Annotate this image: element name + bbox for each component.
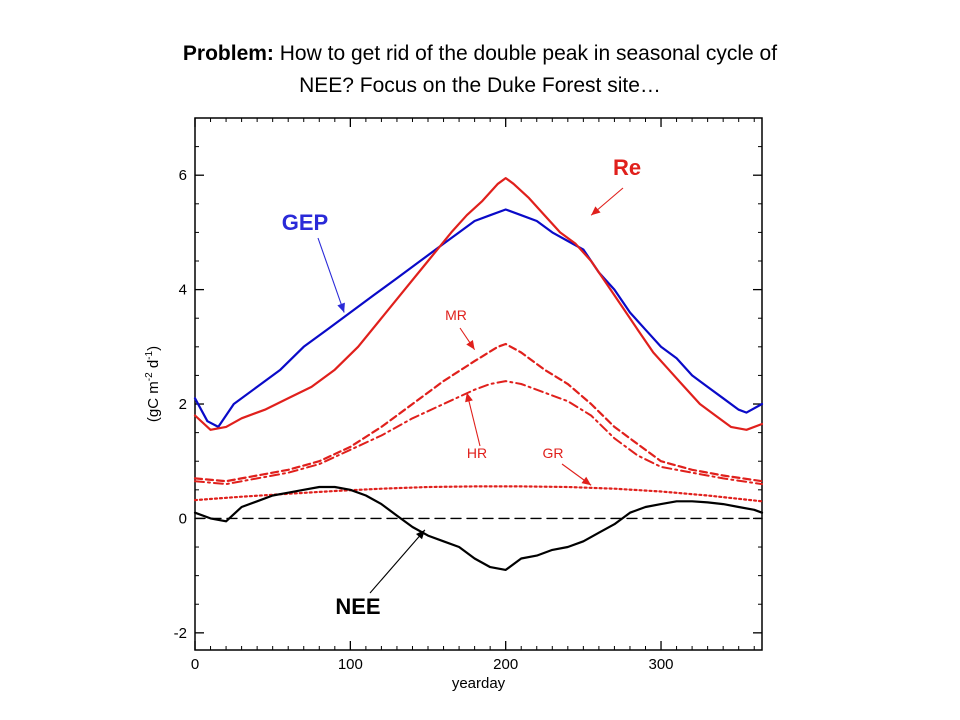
y-axis-label-part: d: [145, 360, 162, 373]
x-axis-label: yearday: [452, 675, 506, 692]
annotation-arrowhead-gep: [337, 302, 345, 313]
annotation-arrowhead-hr: [465, 392, 473, 403]
annotation-label-re: Re: [613, 155, 641, 180]
slide-title: Problem: How to get rid of the double pe…: [0, 38, 960, 102]
series-line-gep: [193, 208, 764, 428]
y-tick-label: 4: [179, 282, 187, 299]
series-line-nee: [193, 485, 764, 572]
annotation-arrow-nee: [369, 529, 426, 594]
title-bold-prefix: Problem:: [182, 42, 274, 65]
plot-frame: [194, 117, 763, 651]
x-tick-label: 0: [191, 656, 199, 673]
annotation-arrowhead-nee: [415, 529, 425, 540]
x-tick-label: 100: [338, 656, 363, 673]
y-axis-label-superscript: -1: [144, 350, 155, 359]
annotation-arrowhead-re: [591, 206, 601, 216]
y-tick-label: -2: [174, 625, 187, 642]
annotation-arrowhead-gr: [581, 476, 592, 486]
y-axis-label-superscript: -2: [144, 372, 155, 381]
annotation-arrowhead-mr: [466, 339, 475, 350]
y-axis-label: (gC m-2 d-1): [144, 346, 162, 422]
y-axis-label-part: (gC m: [145, 381, 162, 422]
title-line-2: NEE? Focus on the Duke Forest site…: [299, 74, 661, 97]
title-line-1: Problem: How to get rid of the double pe…: [0, 38, 960, 70]
annotation-arrow-hr: [466, 392, 481, 447]
annotation-label-hr: HR: [467, 445, 487, 461]
series-line-mr: [193, 342, 764, 483]
y-tick-label: 6: [179, 167, 187, 184]
x-tick-label: 300: [649, 656, 674, 673]
y-tick-label: 2: [179, 396, 187, 413]
annotation-arrow-gep: [317, 237, 345, 313]
y-axis-label-part: ): [145, 346, 162, 351]
annotation-label-gr: GR: [543, 445, 564, 461]
annotation-label-gep: GEP: [282, 210, 328, 235]
annotation-label-nee: NEE: [335, 594, 380, 619]
annotation-label-mr: MR: [445, 307, 467, 323]
series-line-hr: [194, 380, 763, 486]
series-line-re: [193, 177, 764, 431]
title-question: How to get rid of the double peak in sea…: [279, 42, 778, 65]
series-line-gr: [193, 485, 764, 503]
y-tick-label: 0: [179, 510, 187, 527]
x-tick-label: 200: [493, 656, 518, 673]
